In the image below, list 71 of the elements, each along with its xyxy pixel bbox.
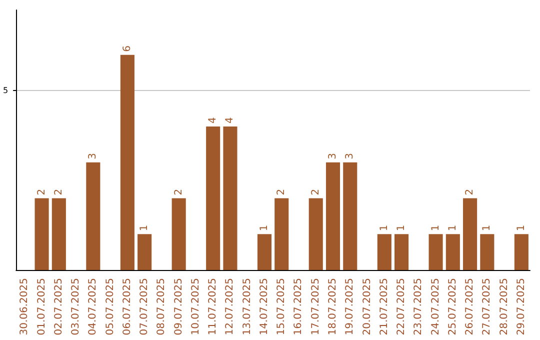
data-label: 3 (328, 153, 338, 160)
bar (86, 162, 100, 270)
bar (274, 198, 289, 270)
x-tick-label: 14.07.2025 (258, 278, 270, 336)
x-tick-label: 10.07.2025 (190, 278, 202, 336)
bar (223, 126, 238, 270)
x-tick-label: 28.07.2025 (498, 278, 510, 336)
data-label: 2 (173, 188, 184, 196)
data-label: 3 (88, 153, 99, 160)
x-tick-label: 30.06.2025 (19, 278, 30, 336)
data-label: 2 (276, 188, 288, 196)
x-tick-label: 15.07.2025 (276, 278, 288, 336)
x-tick-label: 16.07.2025 (293, 278, 304, 336)
bar (480, 234, 494, 270)
x-tick-label: 17.07.2025 (310, 278, 322, 336)
x-tick-label: 02.07.2025 (53, 278, 64, 336)
bar (428, 234, 443, 270)
x-tick-label: 20.07.2025 (362, 278, 373, 336)
bar (463, 198, 478, 270)
x-tick-label: 19.07.2025 (344, 278, 356, 336)
x-tick-label: 07.07.2025 (139, 278, 150, 336)
x-tick-label: 22.07.2025 (396, 278, 408, 336)
data-label: 2 (36, 188, 48, 196)
data-label: 1 (447, 224, 458, 232)
bar (172, 198, 186, 270)
data-label: 1 (139, 224, 150, 232)
data-label: 1 (430, 224, 442, 232)
y-tick-label: 5 (2, 86, 8, 96)
x-tick-label: 18.07.2025 (328, 278, 338, 336)
bar (446, 234, 460, 270)
bar (514, 234, 528, 270)
data-label: 1 (378, 224, 390, 232)
x-tick-label: 09.07.2025 (173, 278, 184, 336)
data-label: 4 (224, 117, 236, 124)
x-tick-label: 21.07.2025 (378, 278, 390, 336)
data-label: 4 (208, 117, 219, 124)
x-tick-label: 01.07.2025 (36, 278, 48, 336)
bar (206, 126, 220, 270)
x-tick-label: 03.07.2025 (70, 278, 82, 336)
data-label: 6 (122, 45, 133, 52)
x-tick-label: 24.07.2025 (430, 278, 442, 336)
x-tick-label: 26.07.2025 (464, 278, 476, 336)
bar (52, 198, 66, 270)
data-label: 2 (53, 188, 64, 196)
x-tick-label: 08.07.2025 (156, 278, 168, 336)
data-label: 2 (310, 188, 322, 196)
bar (326, 162, 340, 270)
x-tick-label: 04.07.2025 (88, 278, 99, 336)
x-tick-label: 25.07.2025 (447, 278, 458, 336)
bar (394, 234, 409, 270)
bar (308, 198, 323, 270)
bar (138, 234, 152, 270)
x-tick-label: 05.07.2025 (104, 278, 116, 336)
x-tick-label: 27.07.2025 (482, 278, 493, 336)
bar (257, 234, 272, 270)
bar (377, 234, 392, 270)
data-label: 1 (516, 224, 527, 232)
x-tick-label: 29.07.2025 (516, 278, 527, 336)
data-label: 1 (396, 224, 408, 232)
x-tick-label: 06.07.2025 (122, 278, 133, 336)
x-tick-label: 23.07.2025 (413, 278, 424, 336)
data-label: 2 (464, 188, 476, 196)
bar (343, 162, 358, 270)
x-tick-label: 12.07.2025 (224, 278, 236, 336)
bar (120, 54, 134, 270)
data-label: 1 (482, 224, 493, 232)
x-tick-label: 11.07.2025 (208, 278, 219, 336)
bar (34, 198, 49, 270)
data-label: 3 (344, 153, 356, 160)
x-tick-label: 13.07.2025 (242, 278, 253, 336)
data-label: 1 (258, 224, 270, 232)
